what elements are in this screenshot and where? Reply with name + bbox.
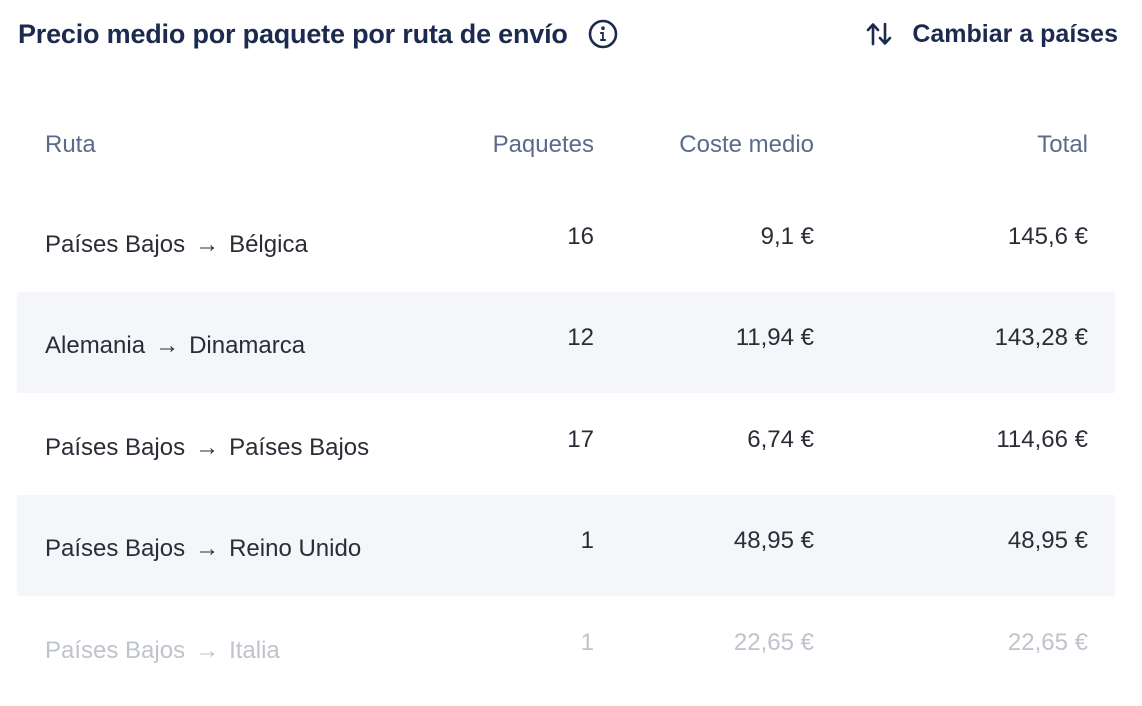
- total-cell: 143,28 €: [994, 324, 1088, 352]
- total-cell: 145,6 €: [1007, 222, 1088, 250]
- route-origin: Países Bajos: [45, 636, 186, 664]
- card-title: Precio medio por paquete por ruta de env…: [18, 18, 568, 49]
- route-origin: Países Bajos: [45, 535, 186, 563]
- route-destination: Bélgica: [229, 230, 308, 258]
- total-cell: 22,65 €: [1007, 628, 1088, 656]
- route-cell: Países Bajos → Reino Unido: [17, 535, 417, 563]
- column-header-route[interactable]: Ruta: [45, 131, 96, 158]
- packages-cell: 1: [580, 628, 594, 656]
- arrow-right-icon: →: [195, 433, 220, 461]
- arrow-right-icon: →: [195, 535, 220, 563]
- route-destination: Reino Unido: [229, 535, 362, 563]
- table-row[interactable]: Países Bajos → Italia 1 22,65 € 22,65 €: [17, 596, 1115, 698]
- avg-cost-cell: 6,74 €: [747, 425, 814, 453]
- swap-vertical-icon: [864, 19, 894, 49]
- total-cell: 114,66 €: [996, 425, 1088, 453]
- title-group: Precio medio por paquete por ruta de env…: [18, 19, 618, 50]
- table-row[interactable]: Países Bajos → Países Bajos 17 6,74 € 114,…: [17, 393, 1115, 495]
- avg-cost-cell: 22,65 €: [733, 628, 814, 656]
- switch-to-countries-button[interactable]: Cambiar a países: [864, 19, 1118, 49]
- total-cell: 48,95 €: [1007, 527, 1088, 555]
- route-destination: Dinamarca: [189, 332, 306, 360]
- info-icon[interactable]: [588, 19, 618, 49]
- route-cell: Países Bajos → Bélgica: [17, 231, 417, 259]
- route-origin: Países Bajos: [45, 433, 186, 461]
- table-header-row: Ruta Paquetes Coste medio Total: [17, 100, 1115, 190]
- route-cell: Países Bajos → Países Bajos: [17, 434, 417, 462]
- avg-cost-cell: 11,94 €: [735, 324, 814, 352]
- packages-cell: 16: [567, 222, 594, 250]
- column-header-avg-cost[interactable]: Coste medio: [679, 131, 814, 158]
- table-row[interactable]: Alemania → Dinamarca 12 11,94 € 143,28 €: [17, 291, 1115, 393]
- route-origin: Alemania: [45, 332, 146, 360]
- switch-button-label: Cambiar a países: [912, 19, 1118, 48]
- avg-cost-cell: 48,95 €: [733, 527, 814, 555]
- packages-cell: 17: [567, 425, 594, 453]
- table-row[interactable]: Países Bajos → Reino Unido 1 48,95 € 48,95…: [17, 494, 1115, 596]
- avg-cost-cell: 9,1 €: [760, 222, 814, 250]
- route-origin: Países Bajos: [45, 230, 186, 258]
- column-header-total[interactable]: Total: [1037, 131, 1088, 158]
- route-destination: Italia: [229, 636, 280, 664]
- route-cell: Países Bajos → Italia: [17, 637, 417, 665]
- packages-cell: 1: [580, 527, 594, 555]
- table-row[interactable]: Países Bajos → Bélgica 16 9,1 € 145,6 €: [17, 190, 1115, 292]
- column-header-packages[interactable]: Paquetes: [492, 131, 594, 158]
- arrow-right-icon: →: [195, 230, 220, 258]
- route-destination: Países Bajos: [229, 433, 370, 461]
- packages-cell: 12: [567, 324, 594, 352]
- arrow-right-icon: →: [195, 636, 220, 664]
- arrow-right-icon: →: [155, 332, 180, 360]
- route-cell: Alemania → Dinamarca: [17, 332, 417, 360]
- card-header: Precio medio por paquete por ruta de env…: [18, 14, 1118, 54]
- routes-table: Ruta Paquetes Coste medio Total Países B…: [17, 100, 1115, 698]
